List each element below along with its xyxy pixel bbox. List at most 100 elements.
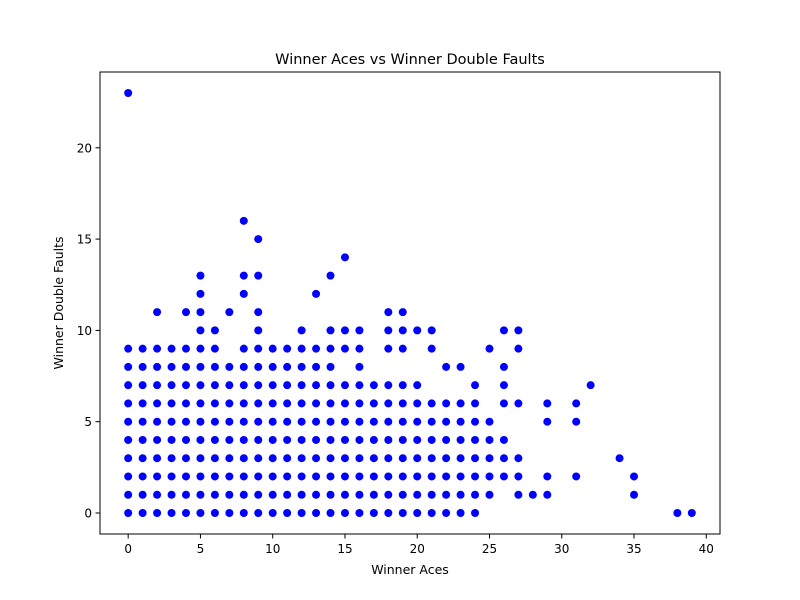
data-point: [398, 344, 407, 353]
data-point: [138, 417, 147, 426]
data-point: [326, 435, 335, 444]
data-point: [398, 472, 407, 481]
data-point: [239, 472, 248, 481]
data-point: [283, 417, 292, 426]
data-point: [225, 472, 234, 481]
data-point: [124, 89, 133, 97]
data-point: [153, 472, 162, 481]
data-point: [138, 381, 147, 390]
data-point: [268, 362, 277, 371]
data-point: [196, 271, 205, 280]
y-tick-label: 0: [84, 507, 92, 521]
data-point: [442, 417, 451, 426]
data-point: [254, 472, 263, 481]
data-point: [297, 362, 306, 371]
data-point: [254, 509, 263, 517]
data-point: [210, 344, 219, 353]
x-tick-label: 35: [626, 542, 641, 556]
data-point: [167, 454, 176, 463]
data-point: [210, 490, 219, 499]
data-point: [138, 435, 147, 444]
data-point: [312, 509, 321, 517]
data-point: [355, 326, 364, 335]
data-point: [326, 454, 335, 463]
data-point: [268, 381, 277, 390]
data-point: [254, 490, 263, 499]
data-point: [225, 490, 234, 499]
data-point: [413, 472, 422, 481]
data-point: [499, 454, 508, 463]
data-point: [384, 417, 393, 426]
data-point: [124, 490, 133, 499]
data-point: [398, 381, 407, 390]
data-point: [196, 417, 205, 426]
data-point: [355, 381, 364, 390]
data-point: [196, 381, 205, 390]
data-point: [456, 362, 465, 371]
data-point: [326, 472, 335, 481]
data-point: [326, 326, 335, 335]
data-point: [384, 326, 393, 335]
x-tick-label: 5: [197, 542, 205, 556]
plot-frame: [99, 71, 721, 535]
data-point: [239, 509, 248, 517]
data-point: [138, 399, 147, 408]
data-point: [427, 490, 436, 499]
data-point: [355, 454, 364, 463]
data-point: [630, 472, 639, 481]
data-point: [225, 454, 234, 463]
data-point: [196, 344, 205, 353]
data-point: [673, 509, 682, 517]
data-point: [297, 326, 306, 335]
data-point: [340, 454, 349, 463]
data-point: [369, 509, 378, 517]
chart-title: Winner Aces vs Winner Double Faults: [275, 52, 545, 68]
data-point: [210, 362, 219, 371]
data-point: [268, 490, 277, 499]
data-point: [384, 472, 393, 481]
data-point: [283, 344, 292, 353]
data-point: [543, 472, 552, 481]
data-point: [326, 417, 335, 426]
data-point: [340, 253, 349, 262]
data-point: [384, 308, 393, 317]
data-point: [485, 472, 494, 481]
data-point: [181, 435, 190, 444]
data-point: [153, 344, 162, 353]
data-point: [427, 399, 436, 408]
data-point: [138, 490, 147, 499]
data-point: [254, 454, 263, 463]
y-tick-label: 5: [84, 415, 92, 429]
data-point: [442, 435, 451, 444]
data-point: [181, 490, 190, 499]
data-point: [297, 454, 306, 463]
data-point: [153, 490, 162, 499]
data-point: [543, 490, 552, 499]
data-point: [210, 509, 219, 517]
data-point: [384, 399, 393, 408]
data-point: [138, 454, 147, 463]
data-point: [398, 417, 407, 426]
data-point: [167, 399, 176, 408]
data-point: [225, 435, 234, 444]
data-point: [340, 490, 349, 499]
data-point: [369, 399, 378, 408]
data-point: [239, 271, 248, 280]
data-point: [196, 490, 205, 499]
data-point: [268, 399, 277, 408]
data-point: [196, 308, 205, 317]
x-tick-label: 0: [124, 542, 132, 556]
data-point: [167, 435, 176, 444]
data-point: [297, 490, 306, 499]
data-point: [210, 381, 219, 390]
x-tick-label: 20: [410, 542, 425, 556]
data-point: [196, 289, 205, 298]
data-point: [369, 381, 378, 390]
data-point: [442, 399, 451, 408]
data-point: [254, 362, 263, 371]
data-point: [124, 509, 133, 517]
data-point: [485, 454, 494, 463]
data-point: [239, 454, 248, 463]
data-point: [138, 472, 147, 481]
data-point: [514, 490, 523, 499]
